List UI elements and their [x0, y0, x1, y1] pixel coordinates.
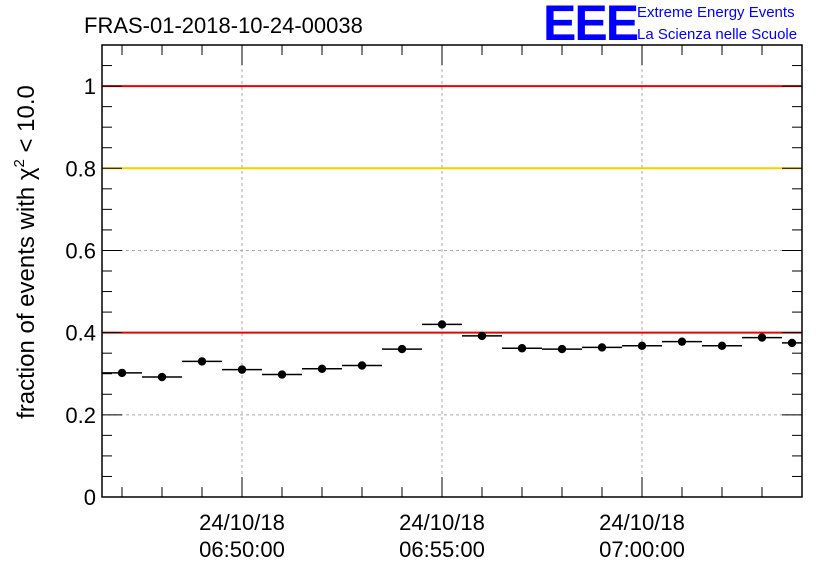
- axes: 00.20.40.60.8124/10/1806:50:0024/10/1806…: [65, 44, 803, 562]
- data-point-7: [397, 344, 407, 354]
- data-point-5: [317, 364, 327, 373]
- y-axis-label-suffix: < 10.0: [13, 85, 40, 159]
- x-tick-label-date-1: 24/10/18: [399, 510, 485, 535]
- data-point-2: [197, 357, 207, 366]
- logo-line-2: La Scienza nelle Scuole: [637, 26, 797, 43]
- x-tick-label-time-2: 07:00:00: [599, 537, 685, 562]
- data-series: [102, 320, 802, 382]
- data-point-15: [717, 341, 727, 350]
- data-point-14: [677, 337, 687, 346]
- data-point-13: [637, 341, 647, 350]
- x-tick-label-time-1: 06:55:00: [399, 537, 485, 562]
- plot-frame: [101, 44, 803, 498]
- y-axis-label-prefix: fraction of events with: [13, 180, 40, 419]
- y-tick-label-3: 0.6: [65, 238, 96, 263]
- x-tick-label-date-0: 24/10/18: [199, 510, 285, 535]
- y-tick-label-0: 0: [84, 485, 96, 510]
- grid: [102, 45, 802, 498]
- data-point-8: [437, 320, 447, 329]
- x-tick-label-date-2: 24/10/18: [599, 510, 685, 535]
- data-point-6: [357, 361, 367, 370]
- x-tick-label-time-0: 06:50:00: [199, 537, 285, 562]
- data-point-1: [157, 372, 167, 382]
- y-axis-label-symbol: χ: [13, 167, 40, 180]
- data-point-9: [477, 331, 487, 341]
- data-point-0: [117, 368, 127, 378]
- chart-title: FRAS-01-2018-10-24-00038: [84, 13, 363, 38]
- logo-line-1: Extreme Energy Events: [637, 4, 795, 21]
- data-point-17: [787, 338, 797, 348]
- data-point-12: [597, 343, 607, 352]
- y-tick-label-4: 0.8: [65, 156, 96, 181]
- y-axis-label-superscript: 2: [11, 159, 28, 167]
- data-point-10: [517, 344, 527, 353]
- eee-logo: EEE Extreme Energy Events La Scienza nel…: [543, 0, 797, 51]
- data-point-4: [277, 370, 287, 379]
- reference-lines: [102, 85, 802, 334]
- y-tick-label-1: 0.2: [65, 403, 96, 428]
- data-point-11: [557, 344, 567, 354]
- y-axis-label: fraction of events with χ2 < 10.0: [11, 85, 40, 419]
- y-tick-label-2: 0.4: [65, 321, 96, 346]
- y-tick-label-5: 1: [84, 74, 96, 99]
- logo-mark: EEE: [543, 0, 638, 51]
- data-point-3: [237, 365, 247, 374]
- data-point-16: [757, 333, 767, 342]
